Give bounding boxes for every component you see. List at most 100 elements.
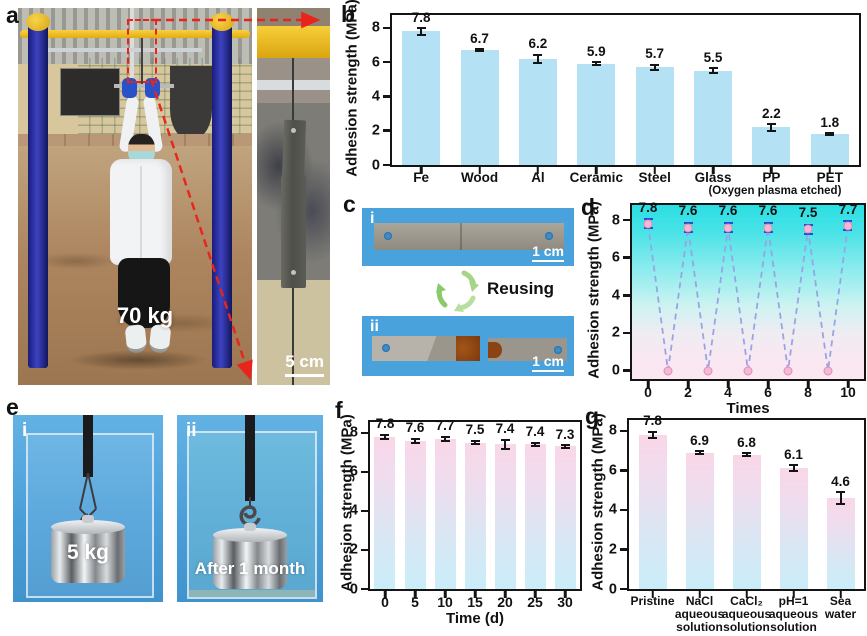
bar-value-label: 6.1 (784, 446, 803, 462)
data-point (823, 366, 833, 376)
y-tick-mark (383, 163, 392, 167)
x-tick-mark (698, 589, 701, 598)
y-tick-label: 4 (608, 501, 617, 518)
error-bar (766, 123, 776, 132)
error-bar (789, 464, 798, 473)
person-glove-left (122, 78, 137, 98)
x-tick-mark (846, 379, 850, 388)
y-tick-mark (383, 60, 392, 64)
data-point (703, 366, 713, 376)
x-tick-mark (536, 165, 540, 174)
scale-bar-1cm-i: 1 cm (532, 243, 564, 262)
data-point (763, 223, 773, 233)
chart-reuse-cycles: Adhesion strength (MPa) Times 0 2 4 6 8 0 2 4 6 8… (578, 195, 867, 417)
x-tick-mark (478, 165, 481, 174)
x-tick-mark (413, 589, 417, 598)
panel-label-g: g (585, 403, 600, 429)
plot-area-d: Times 0 2 4 6 8 0 2 4 6 8 10 7.8 7.6 7.6 7.6 7.5 7.7 (612, 201, 866, 417)
adhesive-residue-right (488, 342, 502, 358)
photo-dark-tarp (170, 66, 212, 138)
data-point (723, 223, 733, 233)
y-tick-mark (620, 508, 629, 512)
bar (494, 444, 516, 589)
panel-label-f: f (335, 397, 343, 423)
x-category-label: 25 (527, 594, 543, 610)
x-tick-mark (473, 589, 477, 598)
y-tick-mark (383, 129, 392, 132)
error-bar (695, 450, 704, 455)
x-category-label: 10 (437, 594, 453, 610)
panel-label-c: c (343, 191, 356, 217)
zigzag-dashed-line (647, 223, 849, 371)
x-tick-mark (711, 165, 715, 174)
bar (685, 452, 714, 589)
x-tick-label: 4 (724, 384, 732, 400)
weight-5kg (51, 515, 125, 583)
adhesive-joint-strip (83, 415, 93, 477)
error-bar (836, 491, 845, 505)
error-bar (533, 53, 543, 64)
data-point (743, 366, 753, 376)
bar-value-label: 5.7 (645, 46, 665, 62)
error-bar (470, 439, 480, 446)
y-tick-label: 6 (349, 463, 358, 480)
y-tick-label: 4 (611, 287, 620, 304)
pullup-post-right (212, 22, 232, 368)
bar (810, 134, 849, 165)
bar (402, 31, 441, 165)
bar (732, 454, 761, 589)
x-tick-mark (766, 379, 770, 388)
x-tick-mark (533, 589, 537, 598)
data-point (803, 224, 813, 234)
x-category-label: 15 (467, 594, 483, 610)
y-tick-mark (623, 294, 632, 297)
strip-hole-left (382, 344, 390, 352)
error-bar (560, 444, 570, 449)
x-tick-mark (503, 589, 507, 598)
y-tick-mark (361, 509, 370, 513)
x-tick-mark (726, 379, 730, 388)
subpanel-ii-label: ii (370, 318, 379, 335)
y-tick-label: 4 (371, 88, 380, 105)
error-bar (416, 27, 426, 36)
y-tick-mark (383, 95, 392, 98)
data-point (643, 219, 653, 229)
x-tick-mark (443, 589, 447, 598)
bar (779, 468, 808, 589)
grip-rod (114, 84, 174, 88)
y-tick-label: 4 (349, 502, 358, 519)
reusing-label: Reusing (487, 279, 555, 298)
y-tick-mark (623, 256, 632, 259)
point-value-label: 7.6 (758, 203, 778, 219)
x-tick-mark (839, 589, 842, 598)
bar-value-label: 6.2 (528, 36, 548, 52)
y-axis-label: Adhesion strength (MPa) (585, 201, 603, 379)
x-tick-mark (653, 165, 656, 174)
y-tick-label: 8 (611, 211, 620, 228)
data-point (843, 221, 853, 231)
x-category-label: PP (762, 170, 781, 185)
pullup-bar (20, 30, 250, 38)
x-axis-label: Time (d) (445, 610, 505, 627)
x-category-label: CaCl₂ aqueous solution (721, 594, 772, 634)
x-axis-label: Times (726, 400, 770, 417)
x-category-label: 5 (411, 594, 419, 610)
panel-a-photo: 70 kg (18, 8, 252, 385)
panel-c-photo-ii: ii 1 cm (362, 316, 574, 376)
y-tick-label: 2 (371, 122, 380, 139)
x-category-label: Sea water (824, 594, 857, 621)
error-bar (500, 438, 510, 451)
x-tick-mark (646, 379, 650, 388)
weight-5kg (213, 523, 287, 589)
y-tick-label: 0 (611, 362, 620, 379)
x-category-sublabel: (Oxygen plasma etched) (708, 185, 842, 197)
weight-70kg-label: 70 kg (116, 303, 174, 328)
after-1-month-label: After 1 month (194, 559, 306, 578)
panel-label-e: e (6, 394, 19, 420)
y-tick-label: 6 (371, 53, 380, 70)
x-category-label: pH=1 aqueous solution (768, 594, 819, 634)
bar (374, 436, 396, 589)
strip-hole-left (384, 232, 392, 240)
x-tick-mark (745, 589, 748, 598)
y-tick-mark (623, 331, 632, 335)
